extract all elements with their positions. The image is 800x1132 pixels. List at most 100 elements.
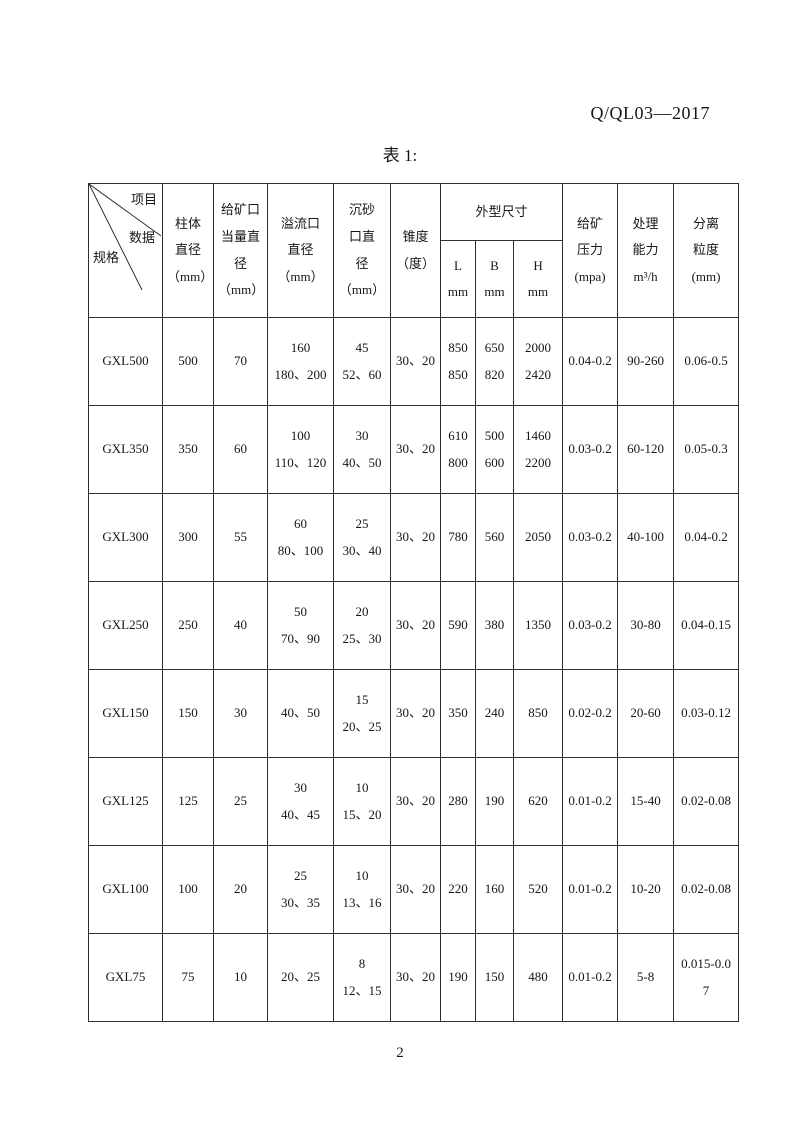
row-spec-label: GXL125 [88, 757, 163, 847]
table-row: GXL300 300 55 60 80、100 25 30、40 30、20 780 560 2… [88, 493, 740, 583]
header-feed-inlet: 给矿口 当量直 径 （mm） [213, 182, 268, 319]
table-cell: 90-260 [617, 317, 675, 407]
table-cell: 50 70、90 [267, 581, 334, 671]
table-cell: 0.015-0.07 [673, 933, 740, 1023]
table-cell: 30、20 [390, 845, 441, 935]
table-cell: 10-20 [617, 845, 675, 935]
table-cell: 100 [162, 845, 214, 935]
table-cell: 30、20 [390, 757, 441, 847]
corner-label-data: 数据 [128, 230, 155, 245]
header-outline-dimensions: 外型尺寸 [439, 182, 564, 242]
subheader-width: B mm [475, 240, 514, 319]
table-cell: 0.04-0.2 [673, 493, 740, 583]
row-spec-label: GXL75 [88, 933, 163, 1023]
header-column-diameter: 柱体 直径 （mm） [162, 182, 214, 319]
table-cell: 60 [213, 405, 268, 495]
table-cell: 150 [475, 933, 514, 1023]
table-cell: 30 40、50 [333, 405, 391, 495]
table-title: 表 1: [382, 146, 418, 165]
table-cell: 2000 2420 [512, 317, 564, 407]
table-cell: 40、50 [267, 669, 334, 759]
table-cell: 500 600 [475, 405, 514, 495]
row-spec-label: GXL250 [88, 581, 163, 671]
table-cell: 850 [512, 669, 564, 759]
corner-header-cell: 项目 数据 规格 [88, 182, 163, 319]
table-cell: 60-120 [617, 405, 675, 495]
table-cell: 125 [162, 757, 214, 847]
table-cell: 45 52、60 [333, 317, 391, 407]
table-cell: 30、20 [390, 317, 441, 407]
header-spigot: 沉砂 口直 径 （mm） [333, 182, 391, 319]
table-cell: 0.03-0.2 [562, 493, 619, 583]
table-cell: 100 110、120 [267, 405, 334, 495]
table-cell: 0.02-0.2 [562, 669, 619, 759]
table-cell: 20 [213, 845, 268, 935]
table-cell: 55 [213, 493, 268, 583]
subheader-length: L mm [440, 240, 476, 319]
table-cell: 250 [162, 581, 214, 671]
table-cell: 1350 [512, 581, 564, 671]
subheader-height: H mm [512, 240, 564, 319]
row-spec-label: GXL350 [88, 405, 163, 495]
table-cell: 30、20 [390, 405, 441, 495]
table-cell: 0.04-0.2 [562, 317, 619, 407]
table-cell: 520 [512, 845, 564, 935]
table-cell: 30 40、45 [267, 757, 334, 847]
table-cell: 30、20 [390, 581, 441, 671]
table-cell: 30 [213, 669, 268, 759]
table-cell: 10 [213, 933, 268, 1023]
table-cell: 0.01-0.2 [562, 845, 619, 935]
table-cell: 0.03-0.2 [562, 581, 619, 671]
table-cell: 0.02-0.08 [673, 757, 740, 847]
table-cell: 280 [440, 757, 476, 847]
table-cell: 10 13、16 [333, 845, 391, 935]
header-capacity: 处理 能力 m³/h [617, 182, 675, 319]
table-cell: 380 [475, 581, 514, 671]
header-feed-pressure: 给矿 压力 (mpa) [562, 182, 619, 319]
table-cell: 160 180、200 [267, 317, 334, 407]
table-cell: 190 [440, 933, 476, 1023]
corner-label-item: 项目 [130, 192, 157, 207]
table-cell: 60 80、100 [267, 493, 334, 583]
table-cell: 15-40 [617, 757, 675, 847]
table-body: GXL500 500 70 160 180、200 45 52、60 30、20 850 8… [88, 317, 740, 1023]
table-cell: 0.06-0.5 [673, 317, 740, 407]
table-row: GXL100 100 20 25 30、35 10 13、16 30、20 220 160 52… [88, 845, 740, 935]
table-cell: 150 [162, 669, 214, 759]
doc-number: Q/QL03—2017 [590, 103, 710, 123]
corner-diagonal-lines [89, 184, 161, 290]
table-cell: 30-80 [617, 581, 675, 671]
row-spec-label: GXL500 [88, 317, 163, 407]
table-cell: 40 [213, 581, 268, 671]
table-cell: 350 [440, 669, 476, 759]
table-cell: 0.01-0.2 [562, 933, 619, 1023]
table-cell: 0.02-0.08 [673, 845, 740, 935]
table-cell: 0.03-0.2 [562, 405, 619, 495]
table-cell: 620 [512, 757, 564, 847]
table-cell: 650 820 [475, 317, 514, 407]
table-cell: 20、25 [267, 933, 334, 1023]
table-cell: 10 15、20 [333, 757, 391, 847]
table-cell: 20-60 [617, 669, 675, 759]
table-cell: 610 800 [440, 405, 476, 495]
table-cell: 300 [162, 493, 214, 583]
table-cell: 2050 [512, 493, 564, 583]
table-row: GXL150 150 30 40、50 15 20、25 30、20 350 240 850 0.… [88, 669, 740, 759]
table-cell: 30、20 [390, 669, 441, 759]
table-cell: 30、20 [390, 933, 441, 1023]
table-cell: 0.05-0.3 [673, 405, 740, 495]
table-cell: 75 [162, 933, 214, 1023]
header-cone-angle: 锥度 （度） [390, 182, 441, 319]
table-cell: 160 [475, 845, 514, 935]
table-cell: 350 [162, 405, 214, 495]
table-cell: 25 [213, 757, 268, 847]
table-cell: 0.03-0.12 [673, 669, 740, 759]
table-cell: 15 20、25 [333, 669, 391, 759]
header-separation-size: 分离 粒度 (mm) [673, 182, 740, 319]
table-cell: 8 12、15 [333, 933, 391, 1023]
corner-label-spec: 规格 [93, 250, 120, 265]
table-cell: 240 [475, 669, 514, 759]
table-cell: 850 850 [440, 317, 476, 407]
table-cell: 25 30、35 [267, 845, 334, 935]
